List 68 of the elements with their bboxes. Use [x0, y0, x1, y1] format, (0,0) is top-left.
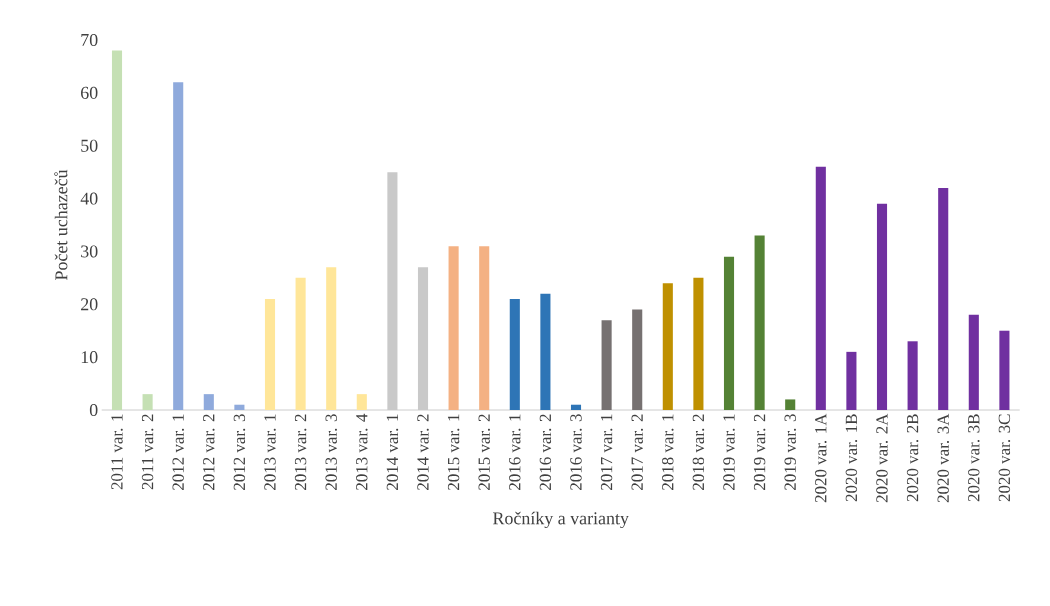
bar	[295, 277, 306, 410]
y-tick-label: 50	[81, 139, 98, 152]
x-axis-title: Ročníky a varianty	[493, 511, 629, 529]
x-tick-label: 2020 var. 2A	[876, 413, 888, 503]
y-tick-label: 10	[81, 351, 98, 364]
bar	[632, 309, 643, 410]
x-tick-label: 2013 var. 3	[325, 414, 337, 490]
bar	[570, 404, 582, 410]
x-tick-label: 2013 var. 1	[264, 414, 276, 490]
bar	[938, 188, 949, 410]
x-tick-label: 2018 var. 2	[692, 414, 705, 490]
x-tick-label: 2014 var. 1	[386, 414, 399, 490]
x-tick-label: 2016 var. 3	[570, 414, 582, 490]
bar	[234, 404, 245, 410]
x-tick-label: 2017 var. 1	[600, 414, 613, 490]
x-tick-label: 2017 var. 2	[631, 414, 643, 490]
bar	[968, 314, 979, 410]
bar	[601, 320, 612, 410]
bar	[785, 399, 796, 410]
x-tick-label: 2012 var. 2	[203, 414, 215, 490]
x-tick-label: 2015 var. 1	[447, 414, 460, 490]
y-axis-title: Počet uchazečů	[54, 169, 68, 280]
x-tick-label: 2020 var. 3A	[937, 413, 949, 503]
bar	[479, 246, 490, 410]
x-tick-label: 2020 var. 1B	[845, 414, 858, 502]
x-tick-label: 2014 var. 2	[417, 414, 429, 490]
x-tick-label: 2016 var. 2	[539, 414, 552, 490]
x-tick-label: 2020 var. 3B	[968, 414, 980, 502]
x-tick-label: 2019 var. 2	[753, 414, 766, 490]
bar	[693, 277, 704, 410]
bar	[723, 256, 735, 410]
x-tick-label: 2019 var. 3	[784, 414, 796, 490]
x-tick-label: 2012 var. 3	[233, 414, 246, 490]
bar	[509, 299, 520, 410]
bar	[815, 166, 826, 410]
bar	[448, 246, 459, 410]
bar	[142, 394, 153, 410]
bar	[111, 50, 123, 410]
bar	[754, 235, 765, 410]
y-tick-label: 70	[81, 33, 98, 47]
x-tick-label: 2011 var. 2	[141, 414, 154, 490]
y-tick-label: 60	[81, 86, 98, 99]
x-tick-label: 2019 var. 1	[723, 414, 735, 490]
bar	[264, 299, 276, 410]
y-tick-label: 0	[89, 403, 98, 417]
x-tick-label: 2015 var. 2	[478, 414, 490, 490]
bar	[876, 203, 888, 410]
bar	[173, 82, 184, 410]
bar	[540, 293, 551, 410]
bar	[999, 330, 1010, 410]
bar	[326, 267, 337, 410]
x-tick-label: 2012 var. 1	[172, 414, 184, 490]
x-tick-label: 2016 var. 1	[509, 414, 521, 490]
y-tick-label: 20	[81, 298, 98, 311]
y-tick-label: 30	[81, 245, 98, 258]
x-tick-label: 2020 var. 1A	[815, 413, 827, 503]
x-tick-label: 2018 var. 1	[662, 414, 674, 490]
bar	[356, 394, 367, 410]
x-tick-label: 2013 var. 4	[356, 413, 368, 490]
x-tick-label: 2011 var. 1	[111, 414, 123, 490]
y-tick-label: 40	[80, 192, 98, 205]
bar	[662, 283, 673, 410]
x-tick-label: 2020 var. 2B	[906, 414, 919, 502]
x-tick-label: 2013 var. 2	[294, 414, 307, 490]
bar	[203, 394, 214, 410]
x-tick-label: 2020 var. 3C	[998, 414, 1011, 502]
bar	[907, 341, 918, 410]
bar	[846, 351, 857, 410]
